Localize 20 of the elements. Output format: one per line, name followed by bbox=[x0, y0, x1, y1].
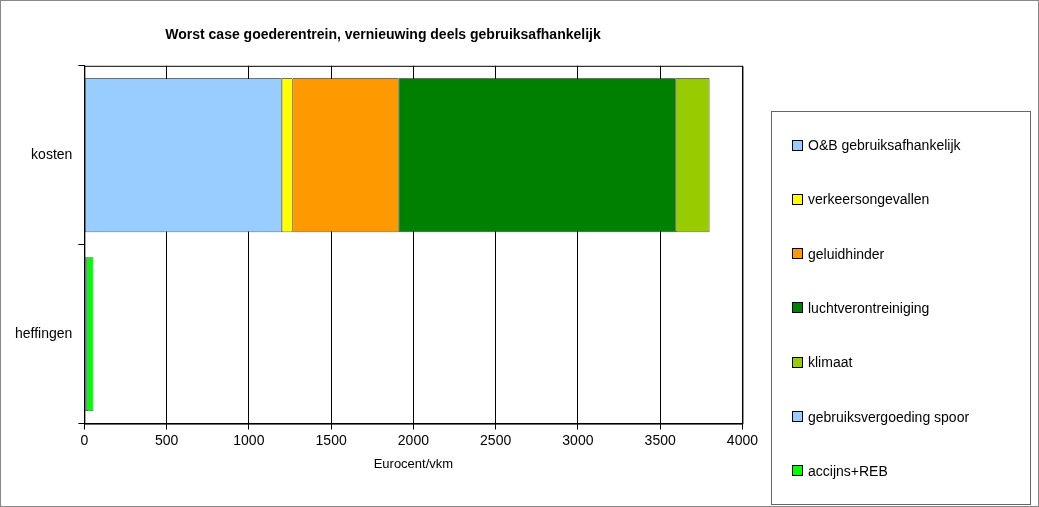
x-axis-title: Eurocent/vkm bbox=[373, 455, 454, 471]
y-tick-label: kosten bbox=[31, 146, 73, 163]
x-tick-label: 3500 bbox=[644, 431, 676, 448]
x-tick-label: 1000 bbox=[233, 431, 265, 448]
legend-label: klimaat bbox=[808, 354, 853, 371]
legend-label: geluidhinder bbox=[808, 245, 885, 262]
chart-title: Worst case goederentrein, vernieuwing deels gebruiksafhankelijk bbox=[165, 26, 601, 43]
x-tick-label: 2000 bbox=[397, 431, 430, 448]
legend-label: accijns+REB bbox=[808, 462, 888, 479]
x-tick-label: 3000 bbox=[562, 431, 594, 448]
x-tick-label: 1500 bbox=[315, 431, 347, 448]
legend-label: verkeersongevallen bbox=[808, 191, 930, 208]
legend-label: gebruiksvergoeding spoor bbox=[808, 408, 970, 425]
y-tick-label: heffingen bbox=[14, 325, 73, 342]
x-tick-label: 2500 bbox=[480, 431, 512, 448]
x-tick-label: 0 bbox=[80, 431, 89, 448]
legend-label: luchtverontreiniging bbox=[808, 299, 930, 316]
x-tick-label: 500 bbox=[154, 431, 179, 448]
legend-label: O&B gebruiksafhankelijk bbox=[808, 137, 961, 154]
x-tick-label: 4000 bbox=[726, 431, 759, 448]
